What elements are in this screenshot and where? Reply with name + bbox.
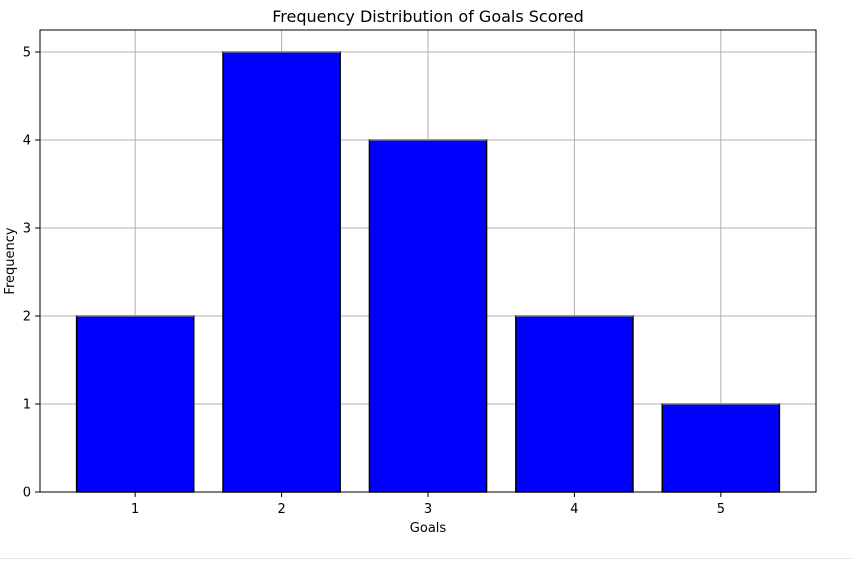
bar-3 — [368, 139, 488, 493]
y-axis-label: Frequency — [3, 227, 18, 294]
bar-1 — [75, 315, 195, 493]
bars — [75, 51, 781, 493]
x-tick-label: 5 — [717, 502, 725, 517]
bar-2 — [222, 51, 341, 493]
x-tick-label: 3 — [424, 502, 432, 517]
bar-5 — [661, 403, 781, 493]
chart-title: Frequency Distribution of Goals Scored — [272, 7, 584, 26]
y-tick-label: 0 — [23, 486, 31, 501]
y-tick-label: 1 — [23, 398, 31, 413]
y-tick-label: 3 — [23, 222, 31, 237]
ticks: 1 2 3 4 5 0 1 2 3 4 5 — [23, 46, 725, 518]
x-tick-label: 2 — [277, 502, 285, 517]
y-tick-label: 2 — [23, 310, 31, 325]
x-axis-label: Goals — [410, 521, 447, 536]
y-tick-label: 5 — [23, 46, 31, 61]
bottom-divider — [0, 558, 851, 559]
x-tick-label: 1 — [131, 502, 139, 517]
x-tick-label: 4 — [570, 502, 578, 517]
y-tick-label: 4 — [23, 134, 31, 149]
bar-4 — [515, 315, 634, 493]
